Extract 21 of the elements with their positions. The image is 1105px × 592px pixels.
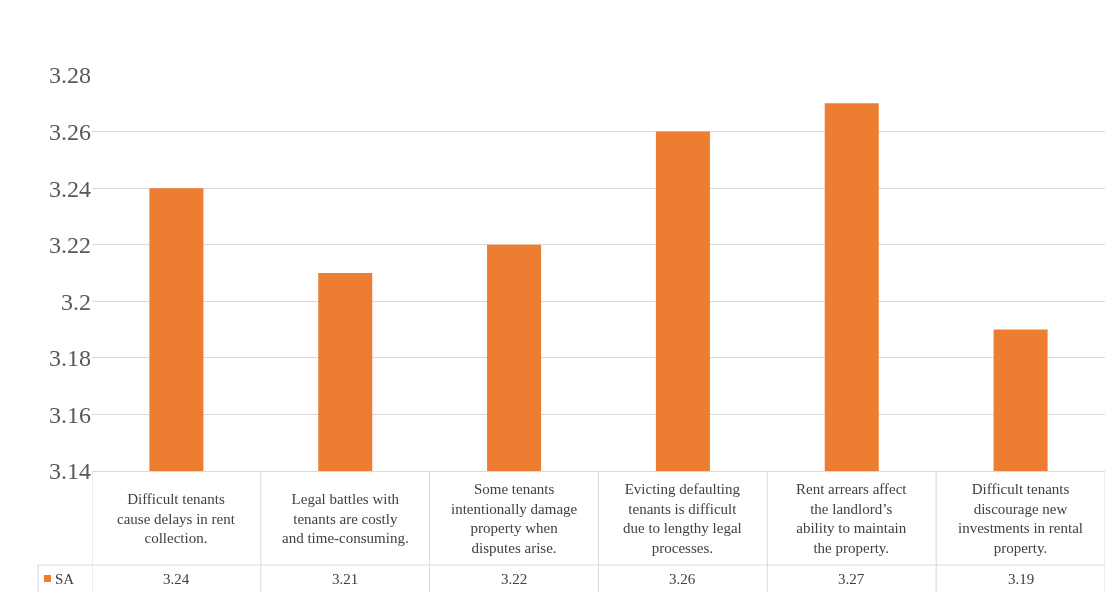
y-tick-label: 3.16	[49, 401, 91, 428]
data-label: 3.24	[163, 571, 190, 587]
data-label: 3.27	[838, 571, 865, 587]
x-tick-label: Difficult tenants cause delays in rent collection.	[117, 491, 236, 546]
y-tick-label: 3.2	[61, 288, 91, 315]
y-tick-label: 3.28	[49, 62, 91, 89]
data-label: 3.21	[332, 571, 359, 587]
y-tick-label: 3.18	[49, 345, 91, 372]
data-label: 3.22	[501, 571, 528, 587]
x-tick-label: Difficult tenants discourage new investments in rental property.	[958, 481, 1083, 556]
x-tick-label: Rent arrears affect the landlord’s ability to maintain the property.	[796, 481, 908, 556]
data-label: 3.26	[669, 571, 696, 587]
x-tick-label: Some tenants intentionally damage property when disputes arise.	[451, 481, 578, 556]
y-tick-label: 3.26	[49, 118, 91, 145]
data-label: 3.19	[1008, 571, 1035, 587]
x-tick-label: Evicting defaulting tenants is difficult due to lengthy legal processes.	[623, 481, 742, 556]
x-tick-label: Legal battles with tenants are costly and time-consuming.	[282, 491, 409, 546]
y-tick-label: 3.24	[49, 175, 91, 202]
legend-label: SA	[55, 571, 75, 587]
y-tick-label: 3.14	[49, 458, 91, 485]
y-tick-label: 3.22	[49, 232, 91, 259]
